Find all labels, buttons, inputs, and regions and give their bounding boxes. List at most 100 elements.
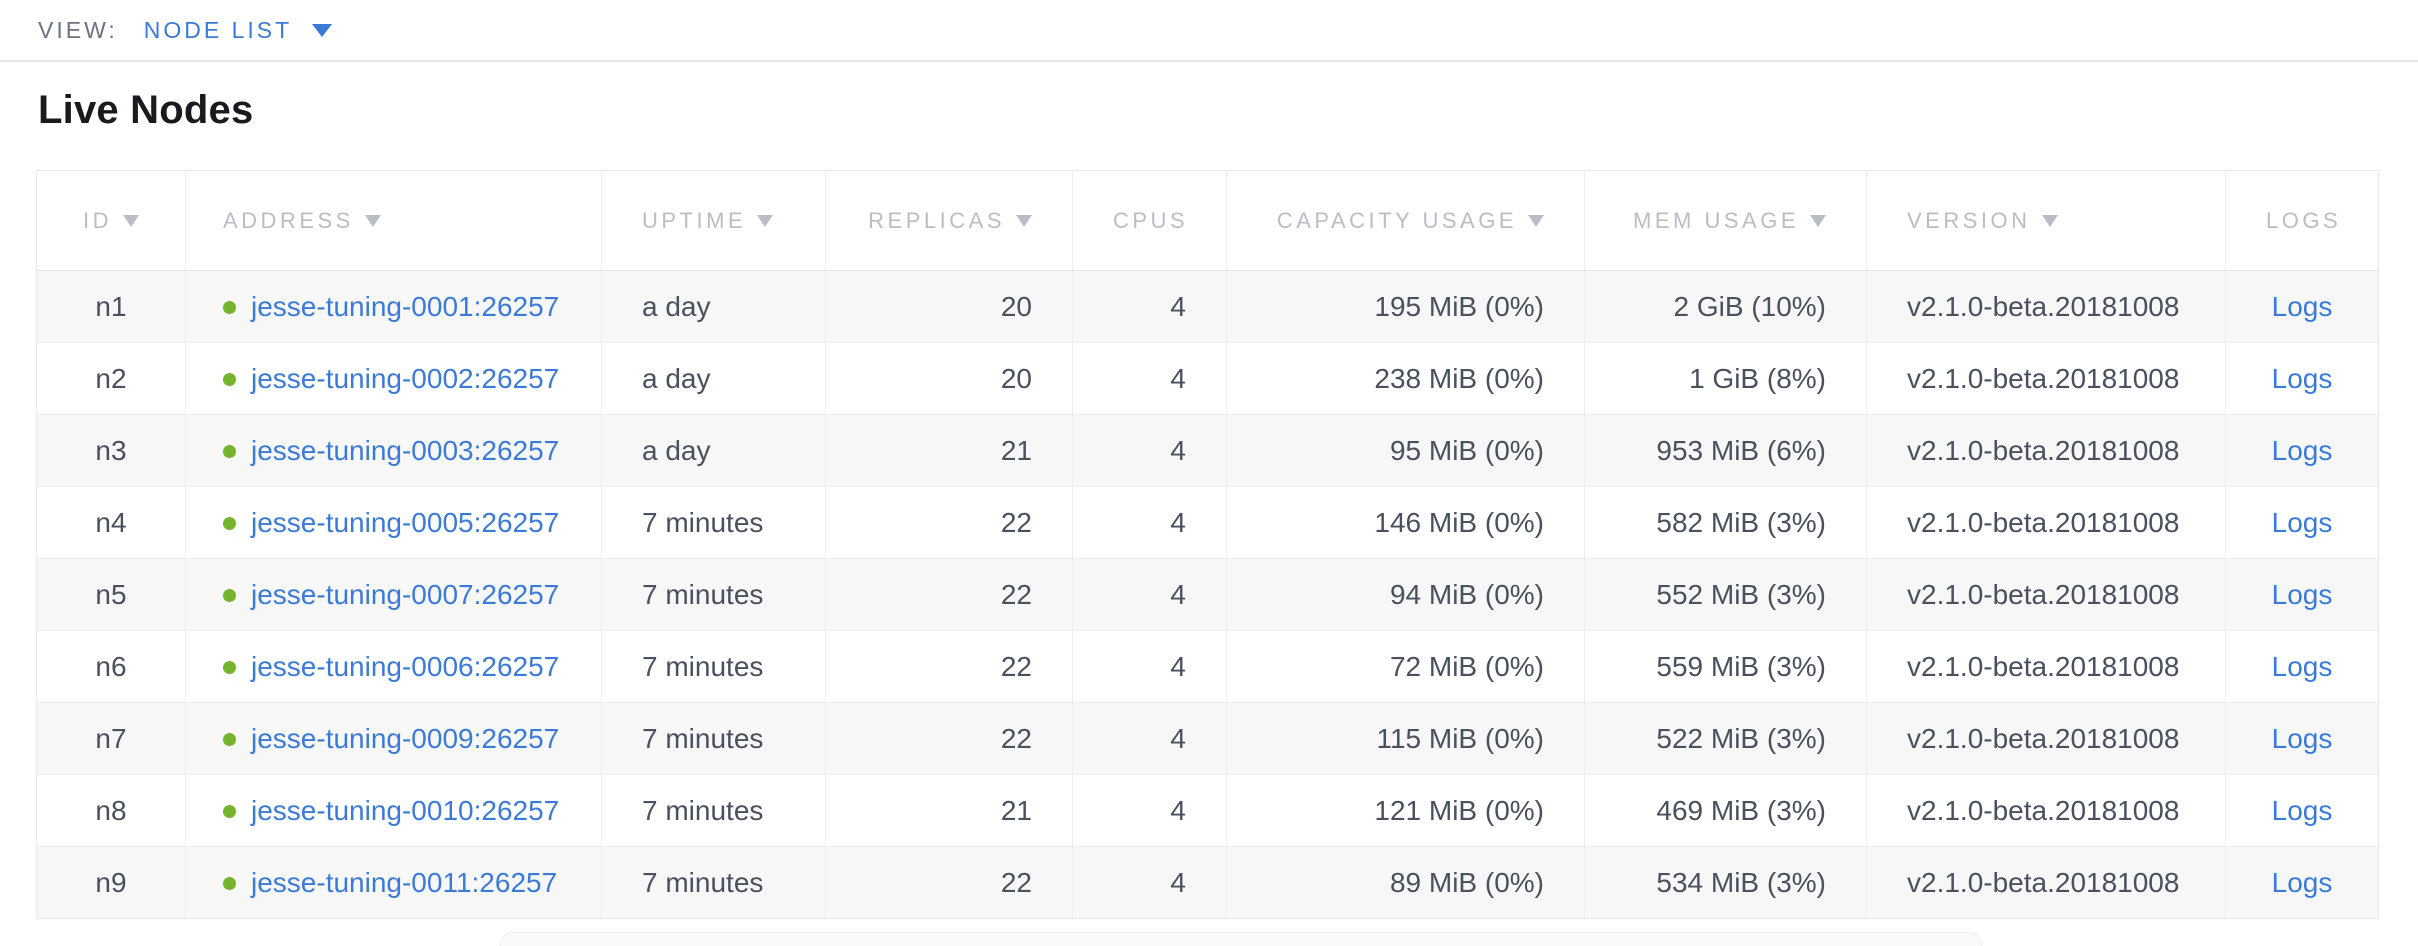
node-id-cell: n3 bbox=[36, 414, 186, 487]
node-logs-link[interactable]: Logs bbox=[2271, 722, 2333, 754]
node-version-cell: v2.1.0-beta.20181008 bbox=[1866, 846, 2226, 919]
node-address-link[interactable]: jesse-tuning-0005:26257 bbox=[251, 506, 560, 538]
node-uptime-cell: 7 minutes bbox=[601, 630, 826, 703]
node-address-link[interactable]: jesse-tuning-0006:26257 bbox=[251, 650, 560, 682]
node-mem-usage-cell: 953 MiB (6%) bbox=[1584, 414, 1867, 487]
column-header-capacity-usage[interactable]: CAPACITY USAGE bbox=[1226, 170, 1585, 271]
sort-caret-icon bbox=[1016, 214, 1032, 227]
node-cpus-cell: 4 bbox=[1072, 558, 1227, 631]
node-logs-cell: Logs bbox=[2225, 558, 2379, 631]
column-header-version[interactable]: VERSION bbox=[1866, 170, 2226, 271]
node-address-cell: jesse-tuning-0005:26257 bbox=[185, 486, 602, 559]
node-id-cell: n8 bbox=[36, 774, 186, 847]
table-row: n3 jesse-tuning-0003:26257 a day 21 4 95… bbox=[36, 414, 2379, 487]
node-mem-usage-cell: 552 MiB (3%) bbox=[1584, 558, 1867, 631]
node-capacity-usage-cell: 115 MiB (0%) bbox=[1226, 702, 1585, 775]
node-address-cell: jesse-tuning-0010:26257 bbox=[185, 774, 602, 847]
node-address-cell: jesse-tuning-0003:26257 bbox=[185, 414, 602, 487]
node-version-cell: v2.1.0-beta.20181008 bbox=[1866, 774, 2226, 847]
node-logs-cell: Logs bbox=[2225, 630, 2379, 703]
node-live-status-icon bbox=[223, 516, 236, 530]
column-header-replicas[interactable]: REPLICAS bbox=[825, 170, 1073, 271]
node-logs-cell: Logs bbox=[2225, 270, 2379, 343]
node-version-cell: v2.1.0-beta.20181008 bbox=[1866, 414, 2226, 487]
bottom-partial-panel bbox=[500, 932, 1982, 946]
node-address-link[interactable]: jesse-tuning-0009:26257 bbox=[251, 722, 560, 754]
node-address-link[interactable]: jesse-tuning-0007:26257 bbox=[251, 578, 560, 610]
node-cpus-cell: 4 bbox=[1072, 630, 1227, 703]
node-live-status-icon bbox=[223, 372, 236, 386]
page-title: Live Nodes bbox=[38, 88, 254, 132]
column-header-id[interactable]: ID bbox=[36, 170, 186, 271]
sort-caret-icon bbox=[2041, 214, 2058, 227]
node-id-cell: n1 bbox=[95, 290, 127, 322]
node-logs-link[interactable]: Logs bbox=[2271, 578, 2333, 610]
node-live-status-icon bbox=[223, 660, 236, 674]
node-live-status-icon bbox=[223, 876, 236, 890]
node-uptime-cell: a day bbox=[601, 270, 826, 343]
node-logs-link[interactable]: Logs bbox=[2271, 794, 2333, 826]
node-uptime-cell: a day bbox=[601, 414, 826, 487]
node-logs-link[interactable]: Logs bbox=[2271, 650, 2333, 682]
node-cpus-cell: 4 bbox=[1072, 270, 1227, 343]
table-row: n7 jesse-tuning-0009:26257 7 minutes 22 … bbox=[36, 702, 2379, 775]
node-address-link[interactable]: jesse-tuning-0003:26257 bbox=[251, 434, 560, 466]
node-capacity-usage-cell: 195 MiB (0%) bbox=[1226, 270, 1585, 343]
node-live-status-icon bbox=[223, 588, 236, 602]
node-version-cell: v2.1.0-beta.20181008 bbox=[1866, 702, 2226, 775]
node-replicas-cell: 22 bbox=[825, 486, 1073, 559]
node-cpus-cell: 4 bbox=[1072, 702, 1227, 775]
node-uptime-cell: a day bbox=[601, 342, 826, 415]
node-logs-link[interactable]: Logs bbox=[2271, 866, 2333, 898]
column-header-mem-usage[interactable]: MEM USAGE bbox=[1584, 170, 1867, 271]
table-row: n2 jesse-tuning-0002:26257 a day 20 4 23… bbox=[36, 342, 2379, 415]
view-label: VIEW: bbox=[38, 16, 118, 43]
node-logs-link[interactable]: Logs bbox=[2271, 434, 2333, 466]
node-address-link[interactable]: jesse-tuning-0001:26257 bbox=[251, 290, 560, 322]
node-cpus-cell: 4 bbox=[1072, 342, 1227, 415]
node-logs-cell: Logs bbox=[2225, 702, 2379, 775]
node-version-cell: v2.1.0-beta.20181008 bbox=[1866, 486, 2226, 559]
column-header-uptime[interactable]: UPTIME bbox=[601, 170, 826, 271]
node-uptime-cell: 7 minutes bbox=[601, 702, 826, 775]
node-logs-link[interactable]: Logs bbox=[2271, 506, 2333, 538]
node-id-cell: n5 bbox=[36, 558, 186, 631]
column-header-cpus: CPUS bbox=[1072, 170, 1227, 271]
node-replicas-cell: 22 bbox=[825, 846, 1073, 919]
node-address-cell: jesse-tuning-0009:26257 bbox=[185, 702, 602, 775]
node-logs-cell: Logs bbox=[2225, 414, 2379, 487]
node-cpus-cell: 4 bbox=[1072, 414, 1227, 487]
view-selector-dropdown[interactable]: NODE LIST bbox=[143, 16, 333, 44]
node-address-cell: jesse-tuning-0007:26257 bbox=[185, 558, 602, 631]
node-logs-cell: Logs bbox=[2225, 342, 2379, 415]
node-id-cell: n9 bbox=[36, 846, 186, 919]
node-logs-cell: Logs bbox=[2225, 774, 2379, 847]
live-nodes-table-container: ID ADDRESS UPTIME REPLICAS CPUS CAPACITY… bbox=[36, 170, 2379, 919]
node-logs-link[interactable]: Logs bbox=[2271, 362, 2333, 394]
node-id-cell: n4 bbox=[36, 486, 186, 559]
column-header-address[interactable]: ADDRESS bbox=[185, 170, 602, 271]
view-bar: VIEW: NODE LIST bbox=[0, 0, 2418, 62]
node-id-cell: n7 bbox=[36, 702, 186, 775]
table-row: n1 jesse-tuning-0001:26257 a day 20 4 19… bbox=[36, 270, 2379, 343]
sort-caret-icon bbox=[364, 214, 381, 227]
node-id-cell: n2 bbox=[36, 342, 186, 415]
node-logs-cell: Logs bbox=[2225, 486, 2379, 559]
node-address-cell: jesse-tuning-0002:26257 bbox=[185, 342, 602, 415]
node-replicas-cell: 22 bbox=[825, 630, 1073, 703]
node-address-link[interactable]: jesse-tuning-0002:26257 bbox=[251, 362, 560, 394]
node-mem-usage-cell: 2 GiB (10%) bbox=[1584, 270, 1867, 343]
view-selector-value: NODE LIST bbox=[143, 16, 293, 43]
table-row: n6 jesse-tuning-0006:26257 7 minutes 22 … bbox=[36, 630, 2379, 703]
node-address-link[interactable]: jesse-tuning-0011:26257 bbox=[251, 866, 558, 898]
node-replicas-cell: 22 bbox=[825, 558, 1073, 631]
node-cpus-cell: 4 bbox=[1072, 486, 1227, 559]
node-logs-link[interactable]: Logs bbox=[2271, 290, 2333, 322]
node-address-link[interactable]: jesse-tuning-0010:26257 bbox=[251, 794, 560, 826]
table-row: n4 jesse-tuning-0005:26257 7 minutes 22 … bbox=[36, 486, 2379, 559]
node-version-cell: v2.1.0-beta.20181008 bbox=[1866, 270, 2226, 343]
node-capacity-usage-cell: 238 MiB (0%) bbox=[1226, 342, 1585, 415]
node-live-status-icon bbox=[223, 732, 236, 746]
node-address-cell: jesse-tuning-0011:26257 bbox=[185, 846, 602, 919]
node-mem-usage-cell: 1 GiB (8%) bbox=[1584, 342, 1867, 415]
